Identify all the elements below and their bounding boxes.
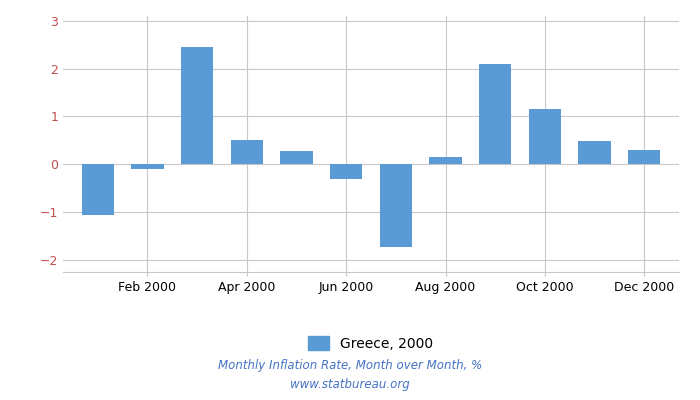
- Bar: [330, 164, 363, 179]
- Bar: [628, 150, 660, 164]
- Bar: [82, 164, 114, 214]
- Bar: [231, 140, 263, 164]
- Bar: [479, 64, 511, 164]
- Bar: [181, 47, 214, 164]
- Bar: [429, 157, 462, 164]
- Legend: Greece, 2000: Greece, 2000: [303, 330, 439, 356]
- Text: www.statbureau.org: www.statbureau.org: [290, 378, 410, 391]
- Bar: [132, 164, 164, 169]
- Text: Monthly Inflation Rate, Month over Month, %: Monthly Inflation Rate, Month over Month…: [218, 360, 482, 372]
- Bar: [280, 151, 313, 164]
- Bar: [528, 109, 561, 164]
- Bar: [578, 141, 610, 164]
- Bar: [379, 164, 412, 247]
